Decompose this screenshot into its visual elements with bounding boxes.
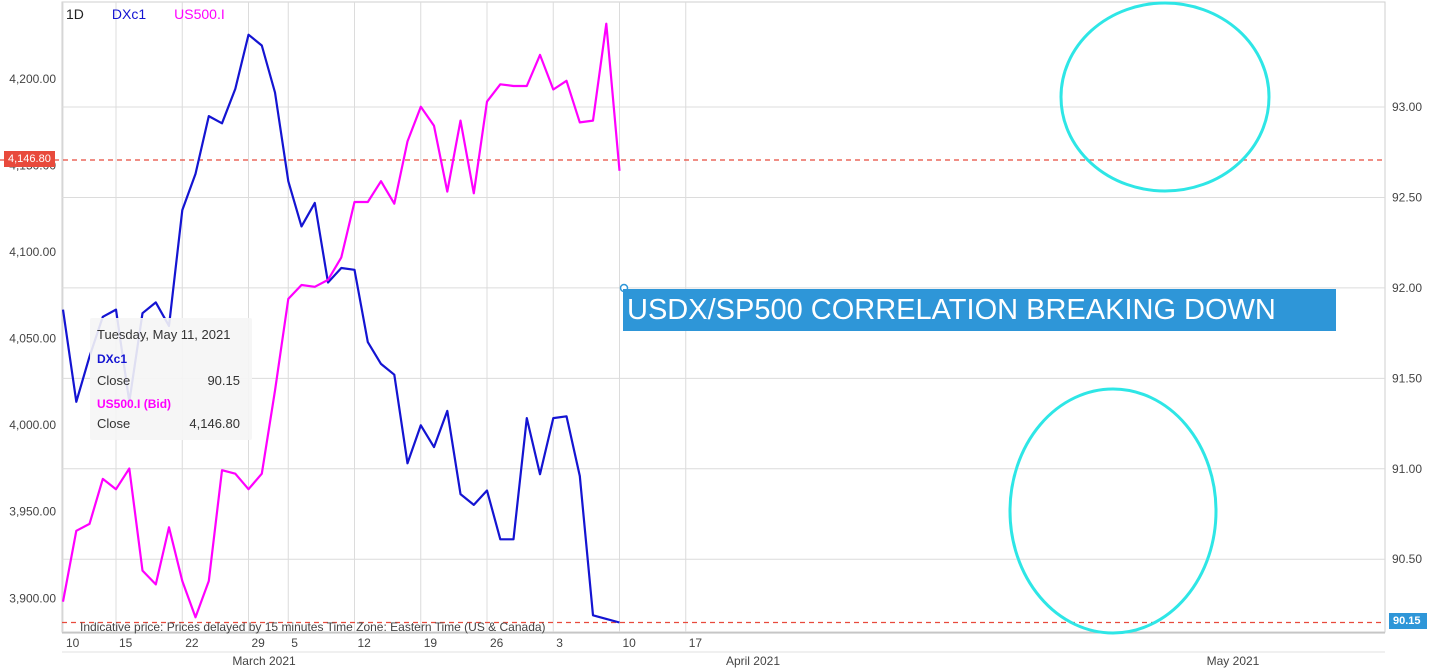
tooltip-s2-row: Close 4,146.80 — [97, 416, 240, 431]
series-line-us500i — [61, 22, 621, 619]
month-label: May 2021 — [1207, 654, 1260, 668]
right-tick-label: 92.00 — [1392, 281, 1422, 295]
tooltip-s2-value: 4,146.80 — [189, 416, 240, 431]
x-tick-label: 10 — [623, 636, 637, 650]
x-tick-label: 12 — [358, 636, 372, 650]
legend: 1D DXc1 US500.I — [66, 6, 225, 22]
tooltip-s2-name-row: US500.I (Bid) — [97, 397, 240, 411]
tooltip-s2-name: US500.I (Bid) — [97, 397, 172, 411]
right-tick-label: 90.50 — [1392, 552, 1422, 566]
tooltip: Tuesday, May 11, 2021 DXc1 Close 90.15 US… — [90, 318, 252, 440]
left-tick-label: 3,900.00 — [9, 591, 56, 605]
left-tick-label: 4,050.00 — [9, 332, 56, 346]
right-tick-label: 91.00 — [1392, 462, 1422, 476]
tooltip-s1-label: Close — [97, 373, 131, 388]
right-axis-ticks: 90.50 91.00 91.50 92.00 92.50 93.00 — [1392, 100, 1422, 566]
tooltip-s1-row: Close 90.15 — [97, 373, 240, 388]
tooltip-s1-name: DXc1 — [97, 352, 128, 366]
plot-frame — [61, 1, 1386, 633]
legend-series-us500[interactable]: US500.I — [174, 6, 225, 22]
tooltip-s1-value: 90.15 — [207, 373, 240, 388]
legend-series-dxc1[interactable]: DXc1 — [111, 6, 147, 22]
tooltip-date-row: Tuesday, May 11, 2021 — [97, 327, 240, 342]
right-tick-label: 93.00 — [1392, 100, 1422, 114]
left-tick-label: 3,950.00 — [9, 505, 56, 519]
x-axis-ticks: 10 15 22 29 5 12 19 26 3 10 17 — [66, 636, 702, 650]
legend-period[interactable]: 1D — [66, 6, 84, 22]
month-label: March 2021 — [232, 654, 296, 668]
series-layer — [61, 22, 621, 624]
left-tick-label: 4,000.00 — [9, 418, 56, 432]
reference-lines — [0, 159, 1385, 624]
highlight-circle-top — [1059, 1, 1271, 193]
x-tick-label: 19 — [424, 636, 438, 650]
x-tick-label: 26 — [490, 636, 504, 650]
right-price-badge: 90.15 — [1389, 613, 1427, 629]
right-tick-label: 91.50 — [1392, 371, 1422, 385]
left-tick-label: 4,100.00 — [9, 245, 56, 259]
left-price-badge: 4,146.80 — [4, 151, 55, 167]
month-label: April 2021 — [726, 654, 780, 668]
x-tick-label: 22 — [185, 636, 199, 650]
x-tick-label: 10 — [66, 636, 80, 650]
price-note: Indicative price: Prices delayed by 15 m… — [80, 620, 546, 634]
x-tick-label: 3 — [556, 636, 563, 650]
tooltip-s1-name-row: DXc1 — [97, 352, 240, 366]
left-tick-label: 4,200.00 — [9, 72, 56, 86]
highlight-circle-bottom — [1008, 387, 1218, 635]
x-tick-label: 15 — [119, 636, 133, 650]
series-line-dxc1 — [61, 33, 620, 624]
tooltip-s2-label: Close — [97, 416, 131, 431]
month-labels: March 2021 April 2021 May 2021 — [232, 654, 1259, 668]
tooltip-date: Tuesday, May 11, 2021 — [97, 327, 231, 342]
x-tick-label: 17 — [689, 636, 703, 650]
x-tick-label: 5 — [291, 636, 298, 650]
annotation-banner: USDX/SP500 CORRELATION BREAKING DOWN — [623, 289, 1336, 331]
x-tick-label: 29 — [252, 636, 266, 650]
right-tick-label: 92.50 — [1392, 190, 1422, 204]
